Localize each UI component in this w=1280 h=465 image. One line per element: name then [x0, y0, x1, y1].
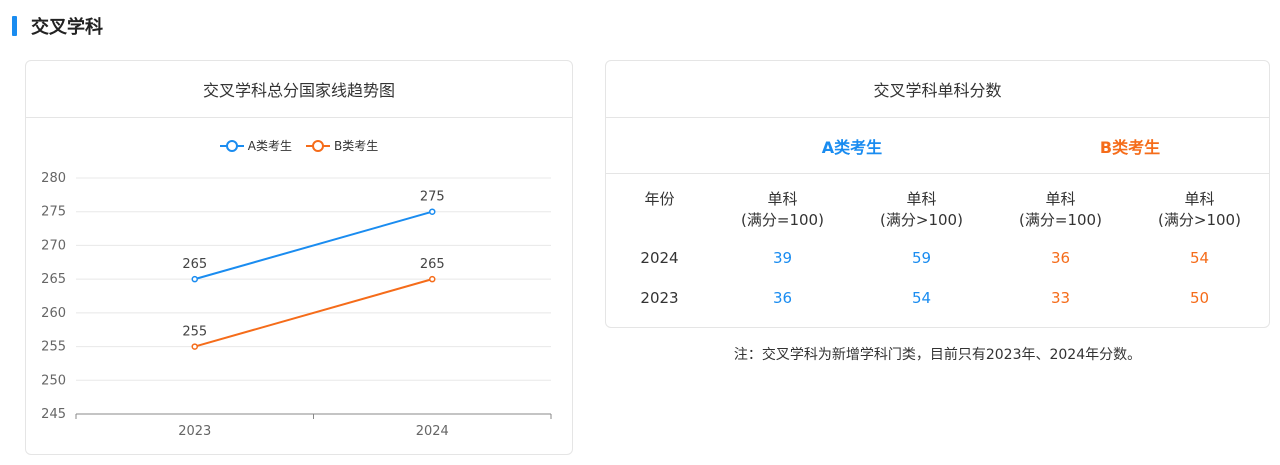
data-point: [429, 275, 436, 283]
group-header-row: A类考生 B类考生: [606, 118, 1269, 174]
x-tick-label: 2024: [416, 424, 449, 439]
chart-legend: A类考生 B类考生: [26, 137, 572, 154]
data-label: 255: [182, 325, 207, 340]
section-header: 交叉学科: [12, 14, 103, 38]
cell-a2: 59: [911, 249, 932, 267]
header-a-full100: 单科 (满分=100): [741, 190, 824, 229]
data-point: [191, 343, 198, 350]
series-line-a: [194, 210, 433, 281]
chart-card-title: 交叉学科总分国家线趋势图: [26, 61, 572, 118]
table-card-title: 交叉学科单科分数: [606, 61, 1269, 118]
data-point: [191, 275, 198, 283]
cell-b1: 36: [1050, 249, 1071, 267]
table-row: 2023 36 54 33 50: [606, 278, 1269, 318]
y-tick-label: 245: [41, 407, 66, 422]
table-header-row: 年份 单科 (满分=100) 单科 (满分>100) 单科 (满分=100) 单科 (满…: [606, 174, 1269, 238]
chart-card: 交叉学科总分国家线趋势图 A类考生 B类考生 245 250 255 260 265 27…: [25, 60, 573, 455]
header-b-over100: 单科 (满分>100): [1158, 190, 1241, 229]
data-label: 265: [420, 257, 445, 272]
legend-item-b[interactable]: B类考生: [305, 137, 379, 154]
section-accent-bar: [12, 16, 17, 36]
y-tick-label: 260: [41, 306, 66, 321]
series-line-b: [194, 278, 433, 348]
group-b-label: B类考生: [1099, 137, 1161, 157]
header-a-over100: 单科 (满分>100): [880, 190, 963, 229]
legend-swatch-a-icon: [219, 139, 244, 152]
cell-year: 2023: [640, 289, 679, 307]
cell-year: 2024: [640, 249, 679, 267]
y-tick-label: 255: [41, 340, 66, 355]
legend-label-b: B类考生: [333, 139, 379, 153]
cell-b1: 33: [1050, 289, 1071, 307]
header-year: 年份: [644, 190, 675, 208]
y-tick-label: 250: [41, 373, 66, 388]
section-title: 交叉学科: [31, 17, 103, 38]
cell-a1: 39: [772, 249, 793, 267]
x-tick-label: 2023: [178, 424, 211, 439]
legend-item-a[interactable]: A类考生: [219, 137, 292, 154]
score-table: 年份 单科 (满分=100) 单科 (满分>100) 单科 (满分=100) 单科 (满…: [606, 174, 1269, 318]
table-row: 2024 39 59 36 54: [606, 238, 1269, 278]
cell-b2: 50: [1189, 289, 1210, 307]
cell-a2: 54: [911, 289, 932, 307]
header-b-full100: 单科 (满分=100): [1019, 190, 1102, 229]
cell-a1: 36: [772, 289, 793, 307]
y-tick-label: 275: [41, 205, 66, 220]
cell-b2: 54: [1189, 249, 1210, 267]
legend-label-a: A类考生: [247, 139, 292, 153]
y-tick-label: 280: [41, 171, 66, 186]
line-chart: 245 250 255 260 265 270 275 280 2023 2024 265 275 25…: [41, 171, 552, 439]
table-card: 交叉学科单科分数 A类考生 B类考生 年份 单科 (满分=100) 单科 (满分>1…: [605, 60, 1270, 328]
footnote: 注：交叉学科为新增学科门类，目前只有2023年、2024年分数。: [733, 347, 1142, 363]
data-point: [429, 208, 436, 215]
data-label: 265: [182, 257, 207, 272]
data-label: 275: [420, 190, 445, 205]
y-tick-label: 265: [41, 272, 66, 287]
legend-swatch-b-icon: [305, 139, 330, 152]
y-tick-label: 270: [41, 238, 66, 253]
group-a-label: A类考生: [821, 137, 883, 157]
